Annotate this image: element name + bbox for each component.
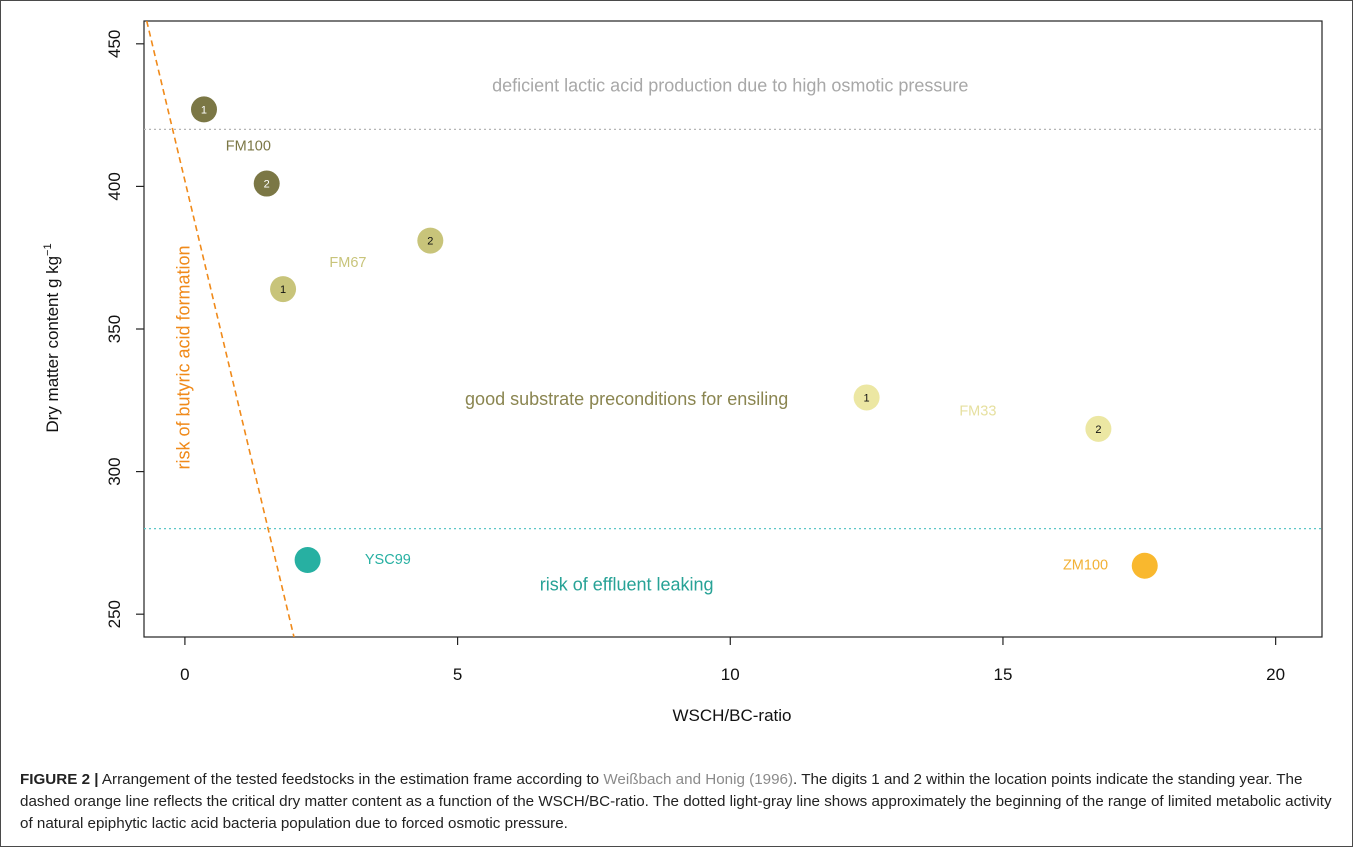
x-tick-label: 5 <box>453 665 462 684</box>
series-label-ysc99: YSC99 <box>365 552 411 568</box>
annotation-2: risk of effluent leaking <box>540 574 714 594</box>
caption-lead: FIGURE 2 | <box>20 771 99 788</box>
scatter-chart: 0 5 10 15 20 250 300 350 400 450 deficient lactic … <box>42 20 1323 725</box>
annotation-1: good substrate preconditions for ensilin… <box>465 389 788 409</box>
series-label-zm100: ZM100 <box>1063 558 1108 574</box>
y-axis-label-main: Dry matter content g kg <box>43 256 62 433</box>
series-label-fm67: FM67 <box>329 255 366 271</box>
y-tick-label: 350 <box>105 315 124 343</box>
data-point-fm67 <box>417 227 444 254</box>
data-point-year-label: 2 <box>427 236 433 248</box>
x-tick-label: 15 <box>993 665 1012 684</box>
plot-layer: 0 5 10 15 20 250 300 350 400 450 deficient lactic … <box>105 20 1323 684</box>
y-tick-label: 300 <box>105 457 124 485</box>
x-axis-label: WSCH/BC-ratio <box>672 706 791 725</box>
data-point-fm100 <box>190 96 217 123</box>
data-point-ysc99 <box>294 547 321 573</box>
data-point-year-label: 2 <box>264 179 270 191</box>
data-point-year-label: 2 <box>1095 424 1101 436</box>
figure-caption: FIGURE 2 | Arrangement of the tested fee… <box>20 769 1335 835</box>
series-label-fm100: FM100 <box>226 138 271 154</box>
data-point-fm33 <box>1085 415 1112 442</box>
data-point-fm33 <box>853 384 880 411</box>
series-label-fm33: FM33 <box>959 404 996 420</box>
y-tick-label: 400 <box>105 172 124 200</box>
caption-text-1: Arrangement of the tested feedstocks in … <box>98 771 604 788</box>
x-tick-label: 0 <box>180 665 189 684</box>
caption-citation[interactable]: Weißbach and Honig (1996) <box>603 771 794 788</box>
x-tick-label: 20 <box>1266 665 1285 684</box>
y-tick-label: 250 <box>105 600 124 628</box>
plot-border <box>143 20 1323 638</box>
annotation-3: risk of butyric acid formation <box>174 245 194 469</box>
y-axis-label-unit-exponent: −1 <box>42 243 54 256</box>
data-point-fm100 <box>253 170 280 197</box>
reference-line-2 <box>145 21 295 637</box>
caption-text-2: . The digits 1 and 2 within the location… <box>20 771 1332 832</box>
data-point-year-label: 1 <box>864 392 870 404</box>
annotation-0: deficient lactic acid production due to … <box>492 75 968 95</box>
y-tick-label: 450 <box>105 30 124 58</box>
y-axis-label: Dry matter content g kg−1 <box>42 243 62 432</box>
data-point-fm67 <box>270 276 297 303</box>
data-point-year-label: 1 <box>280 284 286 296</box>
data-point-year-label: 1 <box>201 104 207 116</box>
x-tick-label: 10 <box>721 665 740 684</box>
data-point-zm100 <box>1131 552 1158 579</box>
